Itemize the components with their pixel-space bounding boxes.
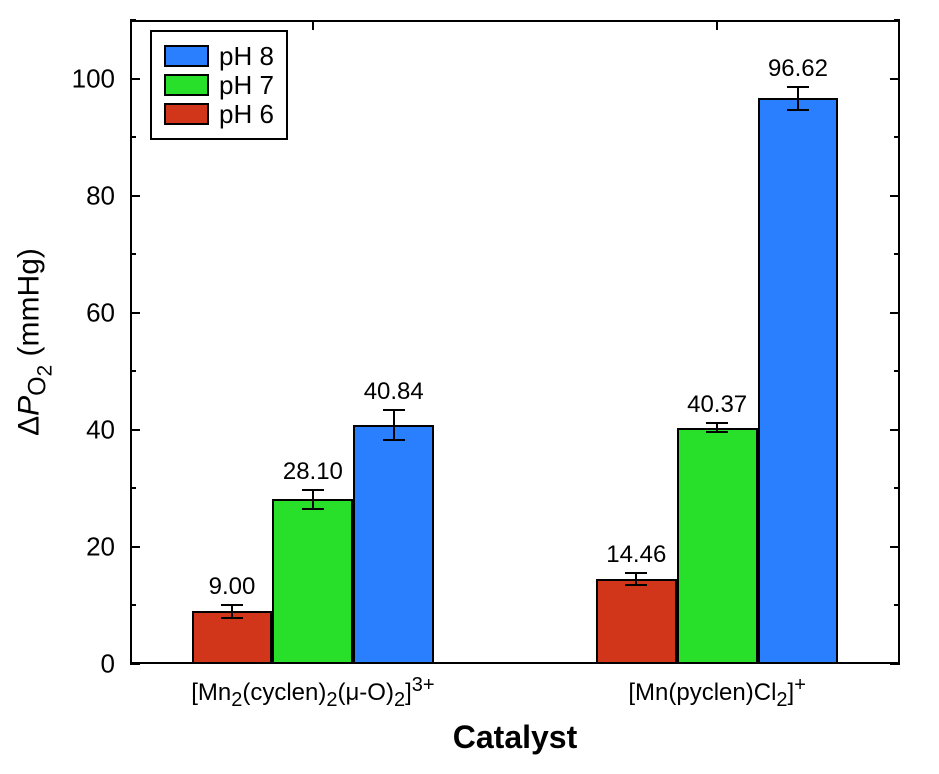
bar-value-label: 14.46 — [606, 541, 666, 569]
bar — [272, 499, 353, 664]
error-cap — [787, 109, 809, 111]
y-tick-label: 60 — [0, 297, 115, 328]
bar-value-label: 96.62 — [768, 55, 828, 83]
y-tick — [894, 370, 900, 372]
y-tick — [890, 429, 900, 431]
y-tick — [890, 546, 900, 548]
error-cap — [706, 431, 728, 433]
bar-value-label: 40.37 — [687, 391, 747, 419]
y-tick — [894, 19, 900, 21]
error-bar — [797, 87, 799, 110]
y-tick-label: 0 — [0, 649, 115, 680]
legend-swatch — [164, 103, 209, 125]
bar — [677, 428, 758, 664]
y-tick — [894, 253, 900, 255]
y-tick-label: 20 — [0, 531, 115, 562]
bar-value-label: 9.00 — [209, 573, 256, 601]
y-tick — [130, 312, 140, 314]
y-tick-label: 100 — [0, 63, 115, 94]
error-cap — [383, 439, 405, 441]
bar — [758, 98, 839, 664]
legend-item: pH 6 — [164, 101, 274, 127]
x-tick-label: [Mn(pyclen)Cl2]+ — [628, 674, 806, 712]
y-tick — [130, 19, 136, 21]
error-bar — [312, 490, 314, 509]
y-tick — [890, 663, 900, 665]
y-tick — [890, 312, 900, 314]
legend-swatch — [164, 45, 209, 67]
legend-label: pH 6 — [219, 101, 274, 127]
bar — [192, 611, 273, 664]
y-tick — [130, 663, 140, 665]
y-tick — [890, 195, 900, 197]
legend-label: pH 7 — [219, 72, 274, 98]
bar — [353, 425, 434, 664]
legend-label: pH 8 — [219, 43, 274, 69]
x-tick-label: [Mn2(cyclen)2(μ-O)2]3+ — [191, 674, 434, 712]
legend-item: pH 7 — [164, 72, 274, 98]
error-bar — [393, 410, 395, 439]
y-tick — [894, 604, 900, 606]
y-tick — [130, 546, 140, 548]
y-tick — [130, 370, 136, 372]
error-cap — [625, 572, 647, 574]
y-tick — [130, 78, 140, 80]
error-cap — [706, 422, 728, 424]
error-cap — [383, 409, 405, 411]
error-cap — [302, 489, 324, 491]
legend-swatch — [164, 74, 209, 96]
y-tick — [130, 195, 140, 197]
error-cap — [625, 584, 647, 586]
error-cap — [302, 508, 324, 510]
x-tick — [312, 20, 314, 30]
y-tick — [894, 487, 900, 489]
y-tick-label: 40 — [0, 414, 115, 445]
bar-value-label: 40.84 — [364, 378, 424, 406]
y-tick-label: 80 — [0, 180, 115, 211]
error-cap — [221, 604, 243, 606]
legend: pH 8 pH 7 pH 6 — [150, 30, 288, 140]
x-axis-title: Catalyst — [453, 719, 578, 756]
error-cap — [221, 617, 243, 619]
bar — [596, 579, 677, 664]
y-tick — [130, 253, 136, 255]
y-tick — [130, 487, 136, 489]
legend-item: pH 8 — [164, 43, 274, 69]
y-axis-title: ΔPO2 (mmHg) — [13, 248, 58, 436]
y-tick — [130, 429, 140, 431]
y-tick — [130, 604, 136, 606]
y-tick — [894, 136, 900, 138]
y-tick — [890, 78, 900, 80]
x-tick — [716, 20, 718, 30]
error-cap — [787, 86, 809, 88]
bar-value-label: 28.10 — [283, 458, 343, 486]
chart-container: pH 8 pH 7 pH 6 ΔPO2 (mmHg) Catalyst 0 20 40 6… — [0, 0, 939, 774]
y-tick — [130, 136, 136, 138]
